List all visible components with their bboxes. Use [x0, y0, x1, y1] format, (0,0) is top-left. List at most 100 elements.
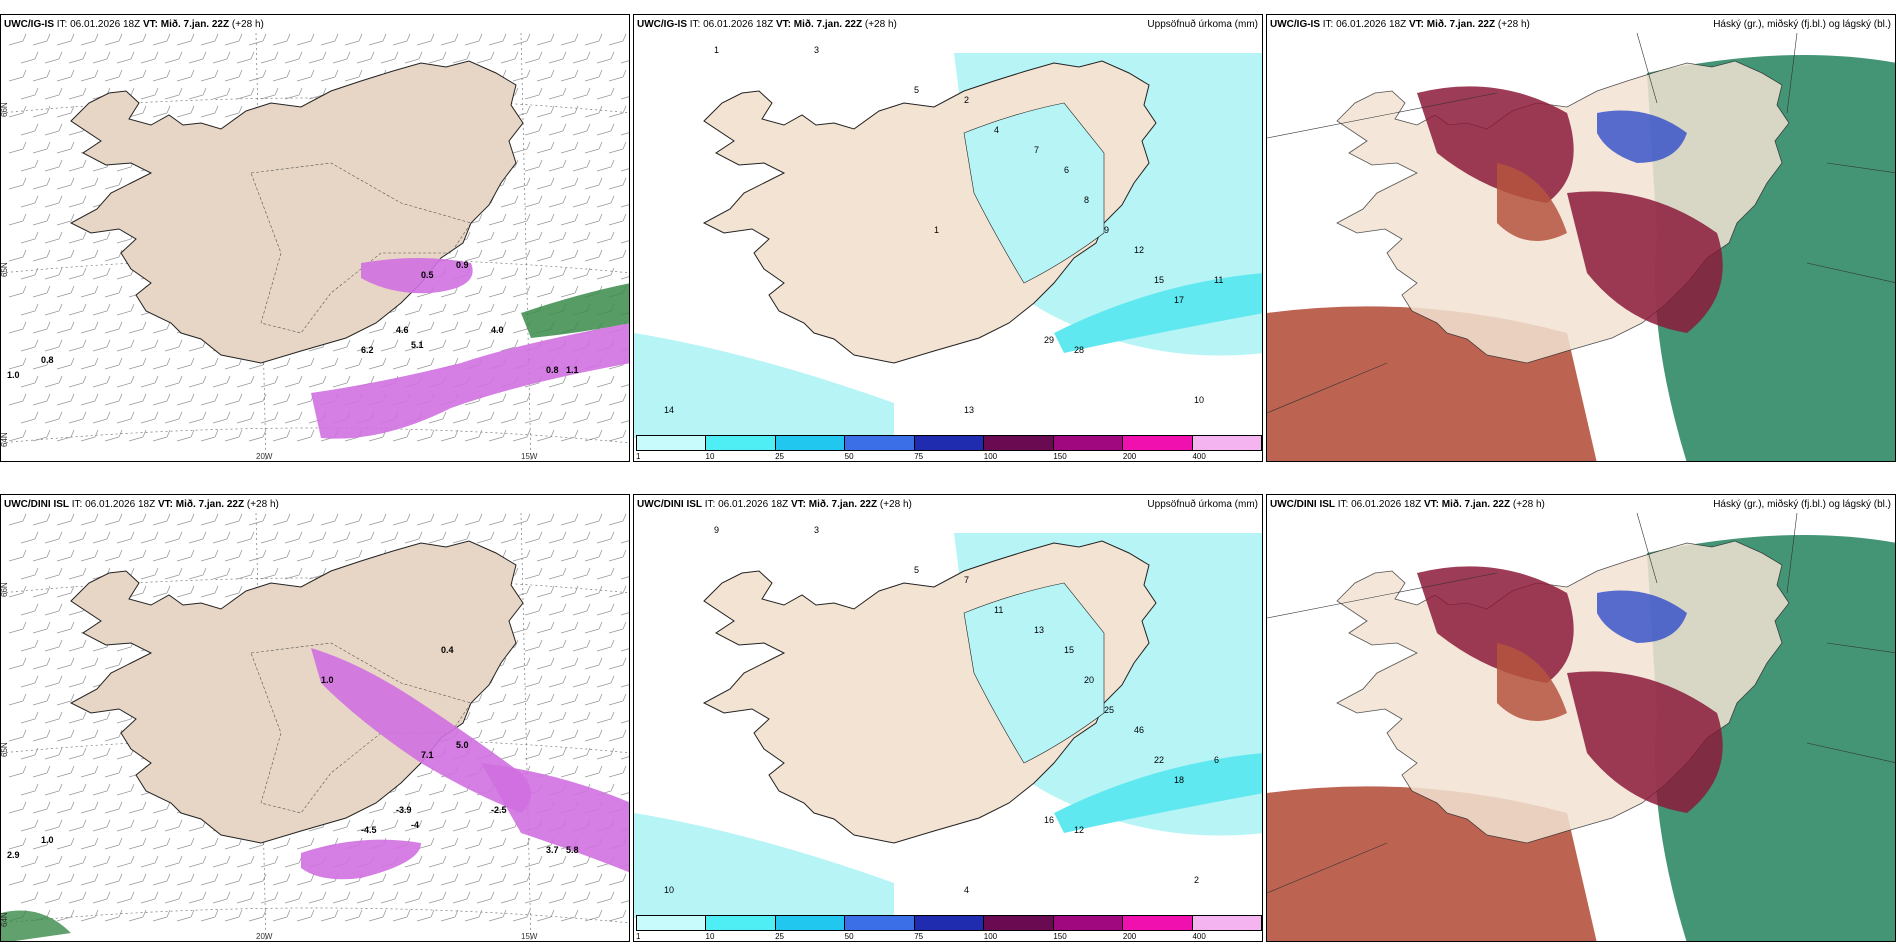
value-label: 25 [1104, 705, 1114, 715]
value-label: 3 [814, 525, 819, 535]
colorbar-swatch [706, 436, 776, 450]
value-label: 8 [1084, 195, 1089, 205]
value-label: 7 [964, 575, 969, 585]
blue-cloud [1597, 110, 1687, 163]
snow-area [481, 763, 629, 873]
colorbar-tick: 50 [844, 932, 854, 941]
graticule [1267, 33, 1895, 414]
colorbar-tick: 100 [983, 452, 998, 461]
panel-dini-wind: UWC/DINI ISL IT: 06.01.2026 18Z VT: Mið.… [0, 494, 630, 942]
value-label: 6.2 [361, 345, 374, 355]
panel-right-title: Uppsöfnuð úrkoma (mm) [1147, 19, 1258, 30]
panel-ig-cloud: UWC/IG-IS IT: 06.01.2026 18Z VT: Mið. 7.… [1266, 14, 1896, 462]
value-label: 0.5 [421, 270, 434, 280]
rain-area [1, 910, 71, 941]
colorbar-tick: 200 [1122, 452, 1137, 461]
value-label: 5.0 [456, 740, 469, 750]
value-label: 11 [994, 605, 1003, 615]
colorbar-swatch [1192, 436, 1261, 450]
map-canvas: 66N 65N 64N 20W 15W 0.8 1.0 0.8 1.1 4.0 4.65.1 6.2 0… [1, 33, 629, 461]
colorbar-swatch [1192, 916, 1261, 930]
colorbar-swatch [1053, 916, 1124, 930]
map-canvas [1267, 33, 1895, 461]
precip-light [634, 813, 894, 918]
snow-area [311, 323, 629, 439]
value-label: 4 [994, 125, 999, 135]
colorbar-tick: 25 [775, 932, 785, 941]
panel-dini-precip: UWC/DINI ISL IT: 06.01.2026 18Z VT: Mið.… [633, 494, 1263, 942]
colorbar-swatch [845, 916, 915, 930]
colorbar-tick: 150 [1053, 452, 1067, 461]
panel-ig-precip: UWC/IG-IS IT: 06.01.2026 18Z VT: Mið. 7.… [633, 14, 1263, 462]
value-label: 10 [1194, 395, 1204, 405]
value-label: 1.0 [321, 675, 334, 685]
value-label: 1.1 [566, 365, 579, 375]
panel-right-title: Háský (gr.), miðský (fj.bl.) og lágský (… [1713, 499, 1891, 510]
value-label: 6 [1064, 165, 1069, 175]
colorbar-swatch [637, 916, 707, 930]
value-label: 15 [1064, 645, 1074, 655]
colorbar-tick: 1 [636, 932, 641, 941]
panel-dini-cloud: UWC/DINI ISL IT: 06.01.2026 18Z VT: Mið.… [1266, 494, 1896, 942]
rain-area [521, 283, 629, 338]
panel-header: UWC/IG-IS IT: 06.01.2026 18Z VT: Mið. 7.… [1270, 19, 1530, 30]
lon-label: 15W [521, 932, 538, 941]
value-label: -4.5 [361, 825, 377, 835]
mid-cloud [1567, 191, 1723, 333]
value-label: 13 [1034, 625, 1044, 635]
lat-label: 66N [1, 582, 9, 597]
colorbar-swatch [1123, 436, 1193, 450]
colorbar-swatch [914, 436, 985, 450]
value-label: 16 [1044, 815, 1054, 825]
value-label: 0.8 [41, 355, 54, 365]
value-label: 10 [664, 885, 674, 895]
lon-label: 20W [256, 452, 273, 461]
high-cloud [1497, 163, 1567, 241]
colorbar-labels: 1 10 25 50 75 100 150 200 400 [636, 451, 1262, 461]
graticule [1267, 513, 1895, 894]
colorbar-swatch [984, 916, 1054, 930]
panel-header: UWC/DINI ISL IT: 06.01.2026 18Z VT: Mið.… [1270, 499, 1545, 510]
colorbar-tick: 25 [775, 452, 785, 461]
lon-label: 15W [521, 452, 538, 461]
panel-ig-wind: UWC/IG-IS IT: 06.01.2026 18Z VT: Mið. 7.… [0, 14, 630, 462]
precip-over-land [963, 102, 1105, 284]
value-label: 0.9 [456, 260, 469, 270]
value-label: 5.1 [411, 340, 424, 350]
value-label: 3 [814, 45, 819, 55]
value-label: 17 [1174, 295, 1184, 305]
value-label: -4 [411, 820, 419, 830]
map-canvas: 9 3 5 7 11 13 15 20 25 46 22 18 16 12 10 4 2 6 [634, 513, 1262, 941]
value-label: -3.9 [396, 805, 412, 815]
value-label: 0.8 [546, 365, 559, 375]
value-label: 12 [1134, 245, 1144, 255]
colorbar [636, 915, 1262, 931]
value-label: 5.8 [566, 845, 579, 855]
panel-right-title: Háský (gr.), miðský (fj.bl.) og lágský (… [1713, 19, 1891, 30]
colorbar-swatch [706, 916, 776, 930]
value-label: 4.0 [491, 325, 504, 335]
lat-label: 64N [1, 432, 9, 447]
colorbar-swatch [775, 436, 846, 450]
panel-header: UWC/DINI ISL IT: 06.01.2026 18Z VT: Mið.… [4, 499, 279, 510]
value-label: 18 [1174, 775, 1184, 785]
land-iceland [69, 540, 524, 844]
value-label: 1.0 [7, 370, 20, 380]
value-label: 1.0 [41, 835, 54, 845]
map-canvas [1267, 513, 1895, 941]
value-label: 3.7 [546, 845, 559, 855]
lat-label: 64N [1, 912, 9, 927]
colorbar-swatch [1123, 916, 1193, 930]
value-label: 7.1 [421, 750, 434, 760]
value-label: 13 [964, 405, 974, 415]
value-label: 12 [1074, 825, 1084, 835]
colorbar-swatch [914, 916, 985, 930]
colorbar-swatch [984, 436, 1054, 450]
value-label: 5 [914, 85, 919, 95]
land-iceland [69, 60, 524, 364]
lat-label: 65N [1, 742, 9, 757]
value-label: 7 [1034, 145, 1039, 155]
colorbar-tick: 400 [1192, 932, 1206, 941]
colorbar-swatch [637, 436, 707, 450]
value-label: -2.5 [491, 805, 507, 815]
